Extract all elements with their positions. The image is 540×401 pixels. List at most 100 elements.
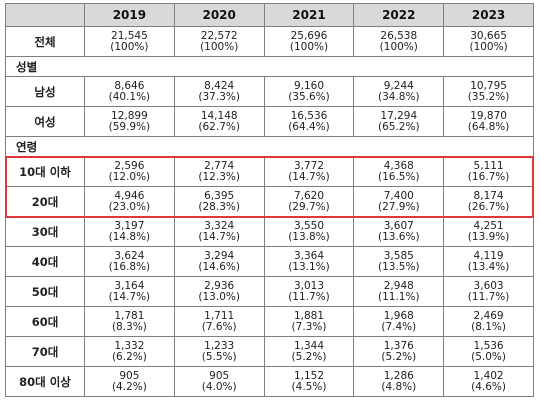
- cell-percent: (14.7%): [288, 170, 330, 183]
- row-label: 전체: [5, 26, 85, 57]
- cell-count: 21,545: [111, 29, 148, 42]
- cell-percent: (37.3%): [198, 90, 240, 103]
- table-row: 40대 3,624 (16.8%) 3,294 (14.6%) 3,364 (13.1%) 3…: [5, 246, 534, 277]
- cell-percent: (12.0%): [108, 170, 151, 183]
- cell-count: 25,696: [290, 29, 328, 42]
- header-year: 2023: [443, 3, 534, 27]
- cell-percent: (4.6%): [471, 380, 507, 393]
- cell-percent: (13.0%): [198, 290, 240, 303]
- table-cell: 2,774 (12.3%): [173, 156, 265, 187]
- table-row: 50대 3,164 (14.7%) 2,936 (13.0%) 3,013 (11.7%) 2…: [5, 276, 534, 307]
- cell-count: 3,364: [293, 249, 325, 262]
- cell-percent: (64.4%): [288, 120, 330, 133]
- cell-percent: (27.9%): [378, 200, 420, 213]
- cell-count: 3,324: [204, 219, 235, 232]
- table-cell: 2,596 (12.0%): [84, 156, 175, 187]
- table-cell: 1,233 (5.5%): [173, 336, 265, 367]
- table-cell: 2,948 (11.1%): [353, 276, 445, 307]
- row-label: 60대: [5, 306, 85, 337]
- cell-percent: (16.8%): [108, 260, 151, 273]
- cell-count: 3,197: [114, 219, 145, 232]
- cell-percent: (13.1%): [288, 260, 330, 273]
- cell-count: 1,344: [293, 339, 325, 352]
- cell-percent: (14.8%): [108, 230, 151, 243]
- table-cell: 1,402 (4.6%): [443, 366, 534, 397]
- cell-percent: (64.8%): [467, 120, 510, 133]
- cell-count: 1,711: [204, 309, 235, 322]
- cell-count: 1,286: [383, 369, 414, 382]
- table-cell: 3,197 (14.8%): [84, 216, 175, 247]
- cell-count: 905: [209, 369, 230, 382]
- table-cell: 8,174 (26.7%): [443, 186, 534, 217]
- cell-percent: (7.4%): [381, 320, 417, 333]
- table-cell: 3,294 (14.6%): [173, 246, 265, 277]
- table-cell: 4,368 (16.5%): [353, 156, 445, 187]
- cell-count: 10,795: [470, 79, 507, 92]
- table-row: 10대 이하 2,596 (12.0%) 2,774 (12.3%) 3,772 (14.7…: [5, 156, 534, 187]
- table-row: 여성 12,899 (59.9%) 14,148 (62.7%) 16,536 (64.4%…: [5, 106, 534, 137]
- table-cell: 25,696 (100%): [263, 26, 355, 57]
- cell-percent: (7.6%): [201, 320, 237, 333]
- cell-percent: (100%): [289, 40, 329, 53]
- header-year: 2022: [353, 3, 445, 27]
- cell-count: 3,603: [473, 279, 504, 292]
- cell-percent: (8.1%): [471, 320, 507, 333]
- cell-count: 26,538: [380, 29, 418, 42]
- table-cell: 3,772 (14.7%): [263, 156, 355, 187]
- table-row: 20대 4,946 (23.0%) 6,395 (28.3%) 7,620 (29.7%) 7…: [5, 186, 534, 217]
- cell-count: 1,332: [114, 339, 145, 352]
- table-cell: 7,400 (27.9%): [353, 186, 445, 217]
- cell-percent: (13.8%): [288, 230, 330, 243]
- cell-percent: (16.7%): [467, 170, 510, 183]
- table-cell: 3,624 (16.8%): [84, 246, 175, 277]
- row-label: 40대: [5, 246, 85, 277]
- table-cell: 1,376 (5.2%): [353, 336, 445, 367]
- table-body: 전체 21,545 (100%) 22,572 (100%) 25,696 (100%) 26…: [5, 26, 534, 397]
- table-cell: 6,395 (28.3%): [173, 186, 265, 217]
- table-cell: 1,536 (5.0%): [443, 336, 534, 367]
- cell-count: 17,294: [380, 109, 418, 122]
- header-row: 2019 2020 2021 2022 2023: [5, 3, 534, 27]
- section-header-row: 연령: [5, 136, 534, 157]
- table-cell: 3,550 (13.8%): [263, 216, 355, 247]
- cell-percent: (100%): [379, 40, 418, 53]
- cell-percent: (6.2%): [111, 350, 147, 363]
- table-cell: 3,364 (13.1%): [263, 246, 355, 277]
- row-label: 70대: [5, 336, 85, 367]
- cell-percent: (8.3%): [111, 320, 147, 333]
- table-cell: 3,324 (14.7%): [173, 216, 265, 247]
- cell-count: 1,402: [473, 369, 504, 382]
- table-cell: 16,536 (64.4%): [263, 106, 355, 137]
- cell-percent: (7.3%): [291, 320, 327, 333]
- cell-percent: (40.1%): [108, 90, 151, 103]
- table-cell: 1,968 (7.4%): [353, 306, 445, 337]
- table-cell: 1,711 (7.6%): [173, 306, 265, 337]
- cell-percent: (14.7%): [198, 230, 240, 243]
- table-cell: 1,781 (8.3%): [84, 306, 175, 337]
- cell-count: 1,376: [383, 339, 414, 352]
- row-label: 여성: [5, 106, 85, 137]
- cell-percent: (100%): [469, 40, 508, 53]
- table-cell: 1,881 (7.3%): [263, 306, 355, 337]
- cell-count: 22,572: [200, 29, 238, 42]
- row-label: 50대: [5, 276, 85, 307]
- statistics-table-container: 2019 2020 2021 2022 2023 전체 21,545 (100%) 2…: [4, 3, 535, 397]
- cell-percent: (28.3%): [198, 200, 240, 213]
- cell-percent: (12.3%): [198, 170, 240, 183]
- total-row: 전체 21,545 (100%) 22,572 (100%) 25,696 (100%) 26…: [5, 26, 534, 57]
- row-label: 20대: [5, 186, 85, 217]
- cell-count: 1,881: [293, 309, 325, 322]
- table-cell: 26,538 (100%): [353, 26, 445, 57]
- table-cell: 3,607 (13.6%): [353, 216, 445, 247]
- cell-count: 14,148: [200, 109, 238, 122]
- table-cell: 1,332 (6.2%): [84, 336, 175, 367]
- cell-count: 6,395: [204, 189, 235, 202]
- cell-percent: (5.2%): [291, 350, 327, 363]
- cell-percent: (5.0%): [471, 350, 507, 363]
- cell-percent: (59.9%): [108, 120, 151, 133]
- table-cell: 5,111 (16.7%): [443, 156, 534, 187]
- cell-percent: (13.5%): [378, 260, 420, 273]
- cell-percent: (13.9%): [467, 230, 510, 243]
- cell-percent: (14.6%): [198, 260, 240, 273]
- cell-count: 4,119: [473, 249, 504, 262]
